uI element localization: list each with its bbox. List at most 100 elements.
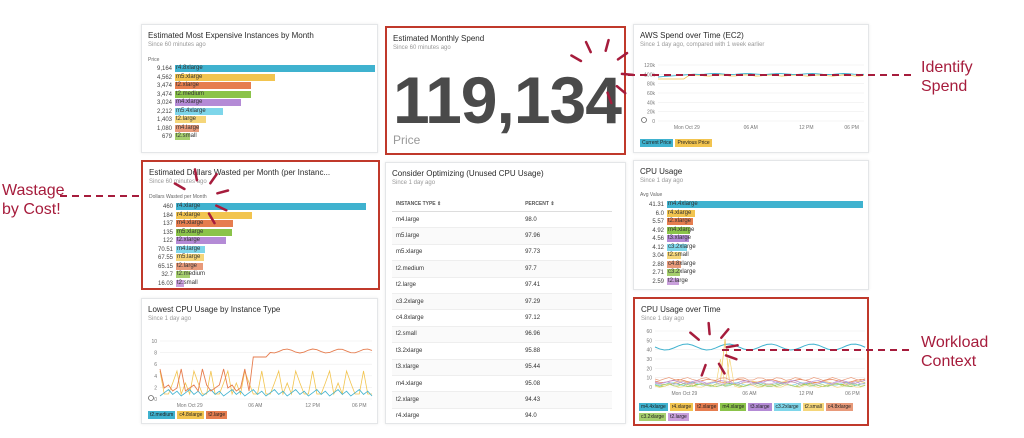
bar[interactable] bbox=[667, 252, 682, 259]
panel-subtitle: Since 1 day ago bbox=[641, 316, 685, 322]
cell-instance-type: m4.xlarge bbox=[392, 375, 522, 393]
bar-list: 460 r4.xlarge 184 r4.xlarge 137 m4.xlarge 135 m… bbox=[143, 203, 378, 288]
cpu-usage-panel[interactable]: CPU Usage Since 1 day ago Avg Value 41.3… bbox=[633, 160, 869, 290]
optimize-panel[interactable]: Consider Optimizing (Unused CPU Usage) S… bbox=[385, 162, 626, 424]
legend-item[interactable]: t2.large bbox=[668, 413, 689, 421]
bar[interactable] bbox=[176, 228, 232, 236]
aws-spend-panel[interactable]: AWS Spend over Time (EC2) Since 1 day ag… bbox=[633, 24, 869, 153]
bar[interactable] bbox=[176, 203, 366, 210]
spend-value: 119,134 bbox=[393, 63, 622, 137]
legend-item[interactable]: t2.large bbox=[206, 411, 228, 419]
bar[interactable] bbox=[667, 277, 680, 285]
table-row[interactable]: t2.medium 97.7 bbox=[392, 260, 612, 278]
legend-item[interactable]: c3.2xlarge bbox=[639, 413, 667, 421]
bar-row: 6.0 r4.xlarge bbox=[634, 209, 868, 218]
legend-item[interactable]: m4.4xlarge bbox=[639, 403, 668, 411]
compare-icon bbox=[148, 395, 154, 401]
series-line bbox=[159, 369, 372, 396]
dollars-wasted-panel[interactable]: Estimated Dollars Wasted per Month (per … bbox=[141, 160, 380, 290]
col-percent[interactable]: PERCENT ⇕ bbox=[521, 197, 612, 212]
x-tick-label: Mon Oct 29 bbox=[674, 125, 700, 131]
legend-item[interactable]: t2.medium bbox=[148, 411, 176, 419]
bar-value: 2.71 bbox=[652, 270, 664, 276]
legend-item[interactable]: c3.2xlarge bbox=[773, 403, 801, 411]
bar[interactable] bbox=[176, 237, 227, 244]
bar-row: 32.7 t2.medium bbox=[143, 271, 378, 279]
bar-label: t2.medium bbox=[177, 271, 206, 277]
bar-value: 6.0 bbox=[655, 210, 664, 217]
y-tick-label: 4 bbox=[154, 374, 157, 380]
panel-title: Estimated Most Expensive Instances by Mo… bbox=[148, 31, 314, 40]
bar-value: 67.55 bbox=[157, 255, 173, 261]
bar[interactable] bbox=[667, 218, 694, 225]
table-row[interactable]: c4.8xlarge 97.12 bbox=[392, 309, 612, 327]
bar[interactable] bbox=[175, 99, 241, 106]
legend-item[interactable]: t2.small bbox=[802, 403, 824, 411]
bar[interactable] bbox=[176, 245, 206, 253]
bar[interactable] bbox=[176, 220, 233, 227]
bar-row: 5.57 t2.xlarge bbox=[634, 218, 868, 226]
bar-value: 65.15 bbox=[157, 263, 173, 270]
bar[interactable] bbox=[175, 116, 206, 123]
bar-value: 2,212 bbox=[156, 108, 172, 115]
table-row[interactable]: t2.large 97.41 bbox=[392, 277, 612, 294]
bar[interactable] bbox=[667, 201, 863, 208]
table-row[interactable]: m4.large 98.0 bbox=[392, 211, 612, 229]
bar-row: 3,474 t2.medium bbox=[142, 90, 377, 99]
cell-percent: 97.96 bbox=[521, 227, 612, 245]
bar[interactable] bbox=[176, 271, 190, 278]
legend-item[interactable]: r4.xlarge bbox=[669, 403, 694, 411]
legend-item[interactable]: Current Price bbox=[640, 139, 674, 147]
bar-value: 3,024 bbox=[156, 100, 172, 106]
legend-item[interactable]: t3.xlarge bbox=[748, 403, 772, 411]
table-row[interactable]: m5.large 97.96 bbox=[392, 227, 612, 245]
bar[interactable] bbox=[667, 226, 691, 234]
bar[interactable] bbox=[175, 124, 199, 132]
x-tick-label: 06 AM bbox=[248, 403, 262, 409]
bar[interactable] bbox=[175, 82, 251, 89]
series-line bbox=[658, 74, 865, 80]
bar[interactable] bbox=[667, 269, 680, 276]
bar-list: 9,164 r4.8xlarge 4,562 m5.xlarge 3,474 t2.xla… bbox=[142, 65, 377, 152]
monthly-spend-panel[interactable]: Estimated Monthly Spend Since 60 minutes… bbox=[385, 26, 626, 155]
bar[interactable] bbox=[175, 90, 251, 98]
cell-instance-type: t3.2xlarge bbox=[392, 342, 522, 360]
bar[interactable] bbox=[176, 279, 184, 287]
table-row[interactable]: t2.xlarge 94.43 bbox=[392, 391, 612, 409]
bar[interactable] bbox=[667, 209, 696, 217]
bar-row: 122 t2.xlarge bbox=[143, 237, 378, 245]
table-row[interactable]: t3.xlarge 95.44 bbox=[392, 359, 612, 376]
bar-label: t2.xlarge bbox=[668, 218, 692, 224]
table-row[interactable]: m4.xlarge 95.08 bbox=[392, 375, 612, 393]
bar-value: 4.56 bbox=[652, 236, 664, 242]
bar-value: 9,164 bbox=[156, 66, 172, 72]
bar[interactable] bbox=[175, 73, 275, 81]
legend-item[interactable]: c4.8xlarge bbox=[825, 403, 853, 411]
cell-instance-type: t2.xlarge bbox=[392, 391, 522, 409]
cell-percent: 95.44 bbox=[521, 359, 612, 376]
bar[interactable] bbox=[175, 65, 375, 72]
expensive-instances-panel[interactable]: Estimated Most Expensive Instances by Mo… bbox=[141, 24, 378, 153]
y-tick-label: 20k bbox=[647, 110, 656, 116]
table-row[interactable]: c3.2xlarge 97.29 bbox=[392, 293, 612, 311]
bar[interactable] bbox=[667, 235, 689, 242]
cpu-time-panel[interactable]: CPU Usage over Time Since 1 day ago 60 50… bbox=[633, 297, 869, 426]
table-row[interactable]: r4.xlarge 94.0 bbox=[392, 408, 612, 423]
bar[interactable] bbox=[667, 243, 687, 251]
legend-item[interactable]: Previous Price bbox=[675, 139, 712, 147]
table-row[interactable]: t3.2xlarge 95.88 bbox=[392, 342, 612, 360]
series-line bbox=[159, 348, 373, 393]
legend-item[interactable]: t2.xlarge bbox=[695, 403, 719, 411]
lowest-cpu-panel[interactable]: Lowest CPU Usage by Instance Type Since … bbox=[141, 298, 378, 424]
legend-item[interactable]: m4.xlarge bbox=[720, 403, 747, 411]
col-instance-type[interactable]: INSTANCE TYPE ⇕ bbox=[392, 197, 522, 212]
table-row[interactable]: m5.xlarge 97.73 bbox=[392, 244, 612, 262]
bar[interactable] bbox=[176, 254, 204, 261]
bar[interactable] bbox=[176, 262, 203, 270]
bar[interactable] bbox=[175, 107, 224, 115]
table-row[interactable]: t2.small 96.96 bbox=[392, 326, 612, 344]
chart-legend: m4.4xlarge r4.xlarge t2.xlarge m4.xlarge t3.… bbox=[639, 403, 867, 423]
bar[interactable] bbox=[667, 260, 681, 268]
legend-item[interactable]: c4.8xlarge bbox=[177, 411, 205, 419]
bar[interactable] bbox=[175, 133, 190, 140]
